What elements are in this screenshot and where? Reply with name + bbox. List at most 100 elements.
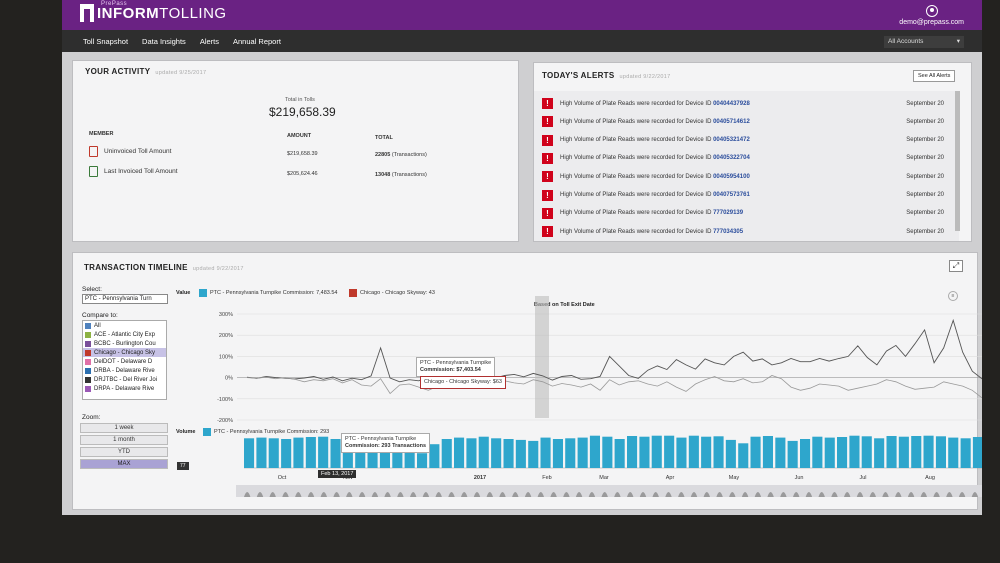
alert-device-link[interactable]: 00405322704 — [713, 155, 750, 162]
alert-device-link[interactable]: 777034305 — [713, 228, 744, 235]
color-swatch — [85, 367, 91, 374]
volume-bar — [713, 436, 724, 468]
volume-bar — [466, 438, 477, 468]
volume-axis-label: Volume — [176, 429, 196, 435]
legend-ptc: PTC - Pennsylvania Turnpike Commission: … — [199, 289, 337, 297]
volume-bar — [441, 439, 452, 468]
zoom-max-button[interactable]: MAX — [80, 459, 168, 469]
alert-row[interactable]: ! High Volume of Plate Reads were recorde… — [542, 95, 952, 112]
uninvoiced-amount: $219,658.39 — [287, 151, 318, 157]
volume-bar — [800, 439, 811, 468]
alert-device-link[interactable]: 777029139 — [713, 210, 744, 217]
volume-bar — [503, 439, 514, 468]
nav-alerts[interactable]: Alerts — [199, 36, 219, 46]
x-tick-label: Nov — [343, 475, 353, 481]
navigator-left-label[interactable]: 77 — [177, 462, 189, 470]
compare-option[interactable]: DelDOT - Delaware D — [83, 357, 166, 366]
zoom-ytd-button[interactable]: YTD — [80, 447, 168, 457]
compare-option[interactable]: ACE - Atlantic City Exp — [83, 330, 166, 339]
volume-bar — [404, 444, 415, 468]
volume-bar — [688, 435, 699, 468]
alert-device-link[interactable]: 00404437928 — [713, 100, 750, 107]
color-swatch — [85, 349, 91, 356]
uninvoiced-label: Uninvoiced Toll Amount — [104, 148, 172, 155]
nav-toll-snapshot[interactable]: Toll Snapshot — [83, 36, 129, 46]
y-tick-label: 300% — [219, 312, 233, 318]
volume-bar — [824, 437, 835, 468]
chart-menu-icon[interactable]: ≡ — [948, 291, 958, 301]
brand-mark-icon — [80, 4, 94, 22]
compare-option-label: DRPA - Delaware Rive — [94, 385, 155, 392]
invoice-green-icon — [89, 166, 98, 177]
alert-text: High Volume of Plate Reads were recorded… — [560, 137, 750, 144]
alert-text: High Volume of Plate Reads were recorded… — [560, 100, 750, 107]
alert-row[interactable]: ! High Volume of Plate Reads were recorde… — [542, 132, 952, 149]
x-tick-label: Mar — [599, 475, 609, 481]
nav-annual-report[interactable]: Annual Report — [232, 36, 281, 46]
volume-bar — [874, 438, 885, 468]
volume-bar — [256, 437, 267, 468]
alert-date: September 20 — [906, 100, 944, 107]
volume-bar — [812, 436, 823, 468]
volume-bar — [886, 436, 897, 468]
alert-device-link[interactable]: 00405714612 — [713, 118, 750, 125]
volume-bar — [454, 437, 465, 468]
volume-bar — [960, 438, 971, 468]
timeline-chart[interactable]: 300% 200% 100% 0% -100% -200% Oct Nov 2017 Feb Mar… — [172, 292, 982, 512]
value-axis-label: Value — [176, 290, 191, 296]
volume-bar — [725, 439, 736, 468]
nav-data-insights[interactable]: Data Insights — [142, 36, 186, 46]
x-tick-label: 2017 — [474, 475, 486, 481]
volume-bar — [293, 437, 304, 468]
alert-device-link[interactable]: 00405954100 — [713, 173, 750, 180]
x-tick-label: Apr — [666, 475, 675, 481]
alert-row[interactable]: ! High Volume of Plate Reads were recorde… — [542, 187, 952, 204]
alerts-title: TODAY'S ALERTS updated 9/22/2017 — [542, 71, 671, 80]
y-tick-label: -100% — [217, 397, 233, 403]
volume-bar — [515, 439, 526, 468]
alert-date: September 20 — [906, 137, 944, 144]
y-tick-label: -200% — [217, 418, 233, 424]
see-all-alerts-button[interactable]: See All Alerts — [913, 70, 956, 82]
compare-option-label: Chicago - Chicago Sky — [94, 349, 156, 356]
volume-bar — [639, 436, 650, 468]
volume-bar — [379, 439, 390, 468]
series-select[interactable]: PTC - Pennsylvania Turn — [82, 294, 168, 304]
account-select[interactable]: All Accounts — [884, 36, 964, 48]
compare-option[interactable]: DRPA - Delaware Rive — [83, 384, 166, 393]
chart-subtitle: Based on Toll Exit Date — [534, 302, 595, 308]
brand-logo[interactable]: PrePass INFORM TOLLING — [80, 1, 227, 22]
compare-option-label: DRJTBC - Del River Joi — [94, 376, 158, 383]
compare-option[interactable]: BCBC - Burlington Cou — [83, 339, 166, 348]
alert-row[interactable]: ! High Volume of Plate Reads were recorde… — [542, 223, 952, 240]
alerts-scrollbar[interactable] — [955, 91, 960, 231]
zoom-1-month-button[interactable]: 1 month — [80, 435, 168, 445]
last-invoiced-count: 13048 (Transactions) — [375, 172, 427, 178]
alert-row[interactable]: ! High Volume of Plate Reads were recorde… — [542, 205, 952, 222]
volume-bar — [577, 437, 588, 468]
alert-device-link[interactable]: 00407573761 — [713, 192, 750, 198]
volume-bar — [775, 437, 786, 468]
col-member: MEMBER — [89, 131, 114, 137]
alert-icon: ! — [542, 207, 553, 219]
alert-device-link[interactable]: 00405321472 — [713, 137, 750, 144]
alert-row[interactable]: ! High Volume of Plate Reads were recorde… — [542, 150, 952, 167]
volume-bar — [305, 437, 316, 468]
compare-option[interactable]: DRBA - Delaware Rive — [83, 366, 166, 375]
tooltip-ptc-value: PTC - Pennsylvania Turnpike Commission: … — [416, 357, 496, 377]
volume-bar — [429, 444, 440, 468]
compare-option[interactable]: DRJTBC - Del River Joi — [83, 375, 166, 384]
alert-row[interactable]: ! High Volume of Plate Reads were recorde… — [542, 168, 952, 185]
alert-row[interactable]: ! High Volume of Plate Reads were recorde… — [542, 113, 952, 130]
compare-option[interactable]: Chicago - Chicago Sky — [83, 348, 166, 357]
compare-option[interactable]: All — [83, 321, 166, 330]
zoom-1-week-button[interactable]: 1 week — [80, 423, 168, 433]
volume-bar — [948, 437, 959, 468]
color-swatch — [85, 331, 91, 338]
expand-icon[interactable]: ⤢ — [949, 260, 963, 272]
alert-date: September 20 — [906, 210, 944, 217]
compare-option-label: DelDOT - Delaware D — [94, 358, 153, 365]
user-menu[interactable]: demo@prepass.com — [899, 5, 964, 26]
user-avatar-icon — [925, 5, 938, 17]
compare-listbox[interactable]: All ACE - Atlantic City Exp BCBC - Burling… — [82, 320, 167, 400]
